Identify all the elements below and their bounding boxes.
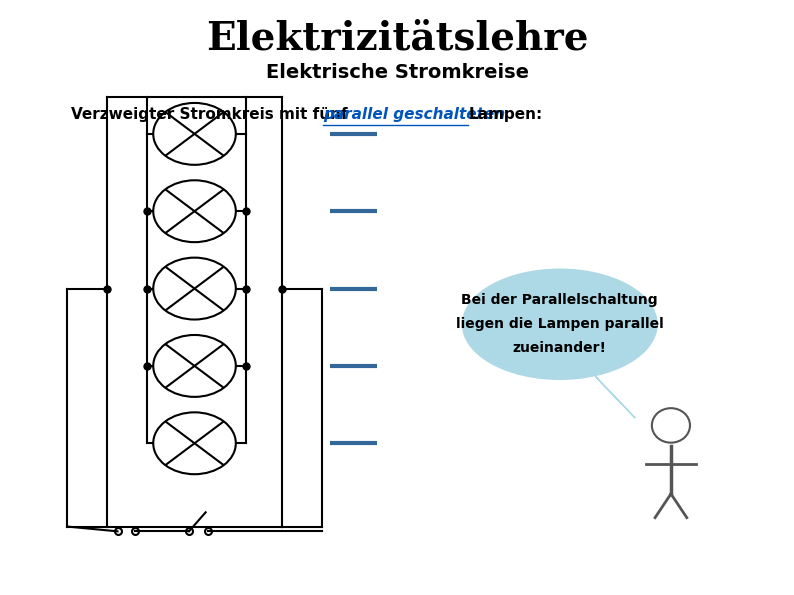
Text: zueinander!: zueinander! xyxy=(513,341,607,355)
Text: Elektrizitätslehre: Elektrizitätslehre xyxy=(206,20,588,58)
Text: Lampen:: Lampen: xyxy=(468,107,543,122)
Text: Elektrische Stromkreise: Elektrische Stromkreise xyxy=(265,63,529,82)
Text: parallel geschalteten: parallel geschalteten xyxy=(323,107,511,122)
Text: Bei der Parallelschaltung: Bei der Parallelschaltung xyxy=(461,293,658,308)
Text: Verzweigter Stromkreis mit fünf: Verzweigter Stromkreis mit fünf xyxy=(71,107,353,122)
Polygon shape xyxy=(596,377,635,418)
Ellipse shape xyxy=(652,408,690,443)
Ellipse shape xyxy=(462,270,657,380)
Text: liegen die Lampen parallel: liegen die Lampen parallel xyxy=(456,317,664,331)
